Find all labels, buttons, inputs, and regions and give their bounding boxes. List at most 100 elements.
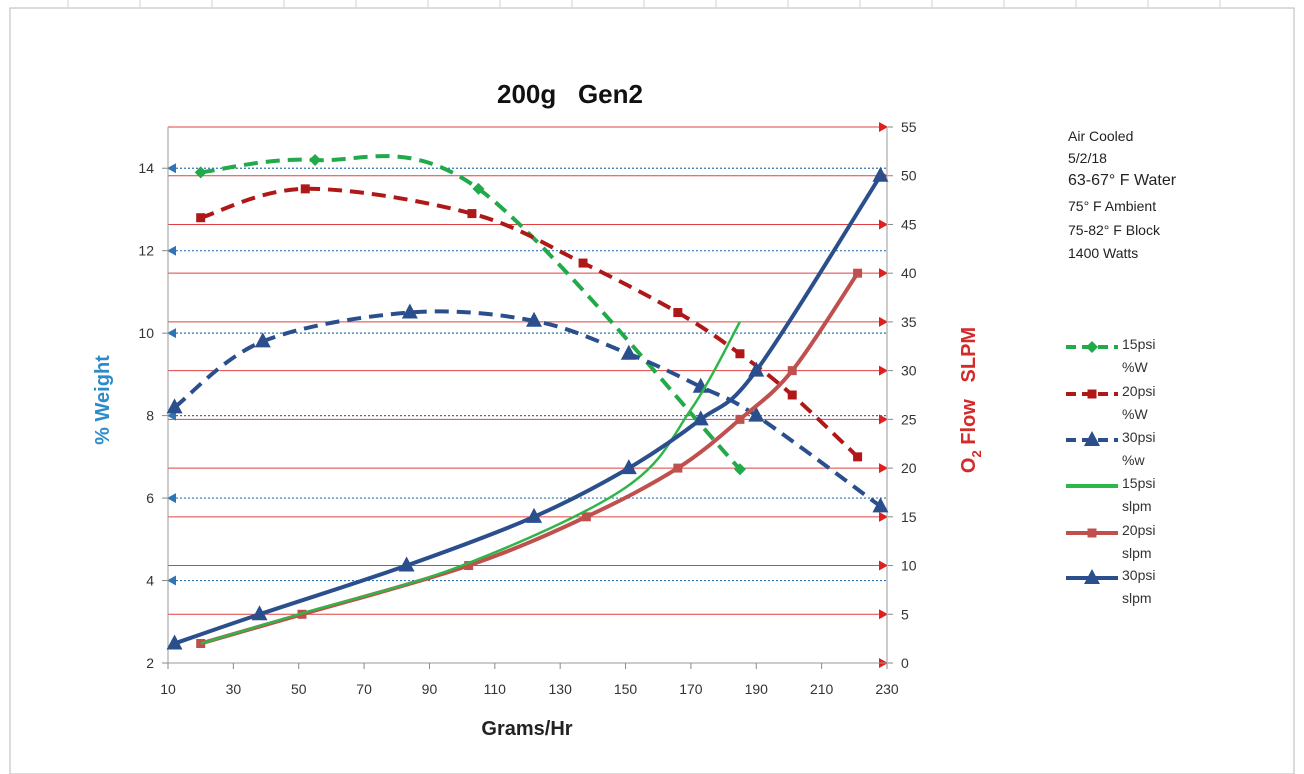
series-5-point-1 [251, 605, 268, 621]
series-5-point-0 [166, 634, 183, 650]
x-tick-label: 190 [745, 681, 769, 697]
series-2-point-4 [620, 344, 637, 360]
series-0-point-2 [472, 182, 485, 195]
right-grid-arrow-40 [879, 268, 888, 279]
right-grid-arrow-5 [879, 609, 888, 620]
legend-label-4: 20psi slpm [1122, 519, 1182, 565]
right-grid-arrow-25 [879, 414, 888, 425]
series-line-0 [200, 154, 742, 471]
legend-label-0: 15psi %W [1122, 333, 1182, 379]
series-1-point-5 [735, 349, 745, 359]
y-right-label-o: O [958, 458, 980, 474]
series-2-point-6 [748, 406, 765, 422]
legend-label-main: 30psi [1122, 429, 1156, 445]
legend-swatch-2 [1066, 431, 1118, 446]
y-right-label-sub: 2 [969, 450, 984, 457]
left-tick-label: 10 [138, 325, 154, 341]
legend-label-main: 30psi [1122, 567, 1156, 583]
right-tick-label: 45 [901, 216, 917, 232]
legend-marker-4 [1087, 528, 1097, 538]
series-2-point-1 [254, 332, 271, 348]
right-tick-label: 30 [901, 363, 917, 379]
series-0-point-1 [309, 153, 322, 166]
right-tick-label: 20 [901, 460, 917, 476]
left-tick-label: 6 [146, 490, 154, 506]
legend-label-sub: slpm [1122, 545, 1152, 561]
series-4-point-2 [464, 561, 474, 571]
series-5-point-2 [398, 556, 415, 572]
note-line-4: 75° F Ambient [1068, 198, 1157, 214]
series-4-point-3 [581, 512, 591, 522]
y-axis-left-label: % Weight [92, 355, 114, 445]
right-grid-arrow-45 [879, 219, 888, 230]
legend-label-sub: %W [1122, 359, 1148, 375]
legend-swatch-0 [1066, 341, 1118, 353]
left-tick-label: 2 [146, 655, 154, 671]
x-axis-label: Grams/Hr [481, 718, 572, 740]
left-grid-arrow-4 [167, 575, 176, 586]
legend-swatch-5 [1066, 569, 1118, 584]
series-5-point-7 [872, 166, 889, 182]
legend-item-2: 30psi %w [1064, 428, 1184, 468]
legend-item-5: 30psi slpm [1064, 566, 1184, 606]
legend-marker-2 [1084, 431, 1100, 446]
legend-swatch-1 [1066, 389, 1118, 399]
legend-item-1: 20psi %W [1064, 382, 1184, 422]
note-line-1: Air Cooled [1068, 128, 1134, 144]
series-1-point-1 [300, 184, 310, 194]
series-1-point-3 [578, 258, 588, 268]
legend-item-0: 15psi %W [1064, 335, 1184, 375]
note-line-5: 75-82° F Block [1068, 222, 1160, 238]
legend-item-3: 15psi slpm [1064, 474, 1184, 514]
note-line-6: 1400 Watts [1068, 245, 1139, 261]
legend-label-main: 20psi [1122, 383, 1156, 399]
series-4-point-5 [735, 414, 745, 424]
right-grid-arrow-55 [879, 122, 888, 132]
legend-label-main: 15psi [1122, 475, 1156, 491]
right-tick-label: 55 [901, 119, 917, 135]
x-tick-label: 50 [291, 681, 307, 697]
legend-label-2: 30psi %w [1122, 426, 1182, 472]
legend-item-4: 20psi slpm [1064, 521, 1184, 561]
right-tick-label: 35 [901, 314, 917, 330]
left-grid-arrow-14 [167, 163, 176, 174]
x-tick-label: 230 [875, 681, 899, 697]
right-grid-arrow-20 [879, 463, 888, 474]
series-1-point-7 [853, 452, 863, 462]
right-tick-label: 25 [901, 411, 917, 427]
series-4-point-7 [853, 268, 863, 278]
right-tick-label: 15 [901, 509, 917, 525]
chart-title: 200g Gen2 [497, 79, 643, 109]
series-line-1 [200, 186, 859, 459]
series-2-point-3 [526, 311, 543, 327]
left-tick-label: 8 [146, 408, 154, 424]
right-tick-label: 50 [901, 168, 917, 184]
right-tick-label: 5 [901, 606, 909, 622]
x-tick-label: 110 [484, 681, 507, 697]
series-line-3 [200, 321, 741, 645]
legend-label-main: 15psi [1122, 336, 1156, 352]
legend-label-3: 15psi slpm [1122, 472, 1182, 518]
series-4-point-6 [787, 366, 797, 376]
y-right-label-rest: Flow SLPM [958, 327, 980, 450]
x-tick-label: 90 [422, 681, 438, 697]
chart-frame [9, 7, 1295, 774]
legend-label-sub: slpm [1122, 590, 1152, 606]
x-tick-label: 30 [226, 681, 242, 697]
right-grid-arrow-30 [879, 365, 888, 376]
series-5-point-3 [526, 507, 543, 523]
right-grid-arrow-15 [879, 511, 888, 522]
right-tick-label: 10 [901, 558, 917, 574]
legend-marker-1 [1087, 389, 1097, 399]
x-tick-label: 10 [160, 681, 176, 697]
legend-swatch-4 [1066, 528, 1118, 538]
series-1-point-4 [673, 308, 683, 318]
right-tick-label: 0 [901, 655, 909, 671]
series-5-point-4 [620, 459, 637, 475]
series-2-point-2 [401, 303, 418, 319]
x-tick-label: 130 [549, 681, 573, 697]
series-0-point-3 [733, 463, 746, 476]
left-grid-arrow-10 [167, 328, 176, 339]
legend-label-sub: slpm [1122, 498, 1152, 514]
